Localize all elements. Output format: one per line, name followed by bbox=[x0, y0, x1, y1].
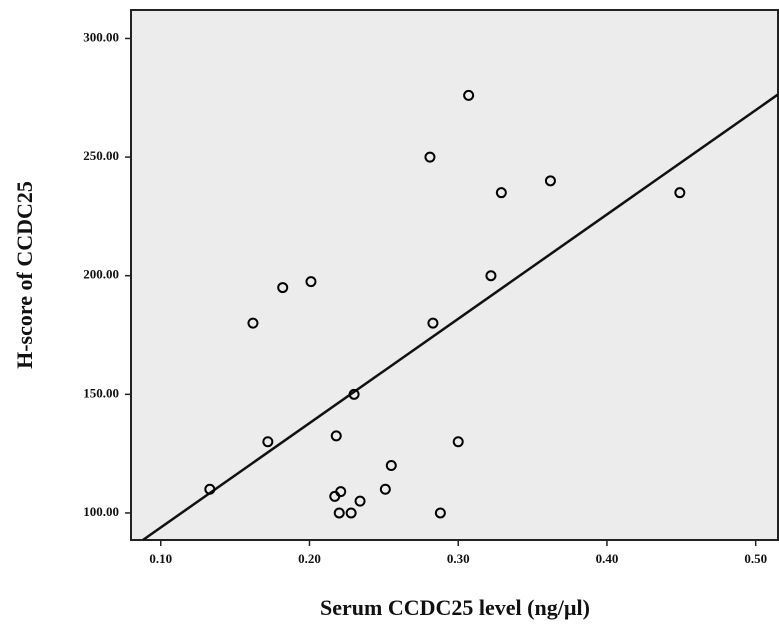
point bbox=[262, 436, 274, 448]
point bbox=[379, 483, 391, 495]
point bbox=[495, 187, 507, 199]
fit-line bbox=[142, 93, 778, 540]
point bbox=[204, 483, 216, 495]
x-axis-label: Serum CCDC25 level (ng/µl) bbox=[320, 595, 590, 620]
point bbox=[544, 175, 556, 187]
y-axis-label: H-score of CCDC25 bbox=[12, 181, 37, 369]
x-tick-label: 0.40 bbox=[596, 551, 619, 566]
point bbox=[247, 317, 259, 329]
point bbox=[345, 507, 357, 519]
x-tick-label: 0.20 bbox=[298, 551, 321, 566]
point bbox=[354, 495, 366, 507]
y-tick-label: 300.00 bbox=[83, 29, 119, 44]
point bbox=[348, 388, 360, 400]
point bbox=[674, 187, 686, 199]
y-tick-label: 100.00 bbox=[83, 504, 119, 519]
x-tick-label: 0.30 bbox=[447, 551, 470, 566]
y-tick-label: 200.00 bbox=[83, 267, 119, 282]
x-tick-label: 0.10 bbox=[149, 551, 172, 566]
x-tick-label: 0.50 bbox=[744, 551, 767, 566]
point bbox=[305, 276, 317, 288]
y-tick-label: 150.00 bbox=[83, 385, 119, 400]
point bbox=[427, 317, 439, 329]
point bbox=[424, 151, 436, 163]
point bbox=[277, 282, 289, 294]
point bbox=[385, 460, 397, 472]
point bbox=[485, 270, 497, 282]
point bbox=[333, 507, 345, 519]
plot-area bbox=[130, 9, 779, 541]
y-tick-label: 250.00 bbox=[83, 148, 119, 163]
point bbox=[434, 507, 446, 519]
point bbox=[335, 486, 347, 498]
point bbox=[452, 436, 464, 448]
point bbox=[330, 430, 342, 442]
point bbox=[463, 89, 475, 101]
